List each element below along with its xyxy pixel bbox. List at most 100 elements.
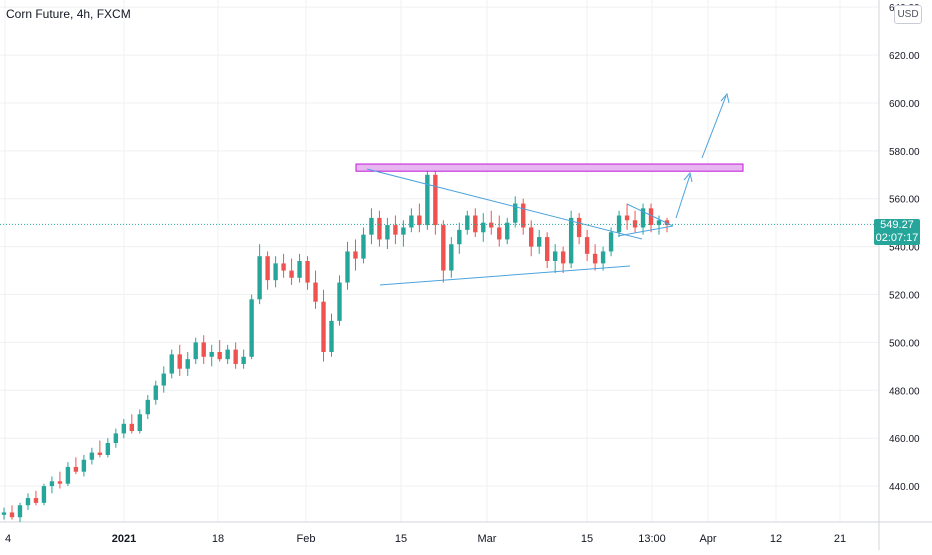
- last-price-label: 549.27: [880, 219, 914, 231]
- candle-body: [648, 208, 654, 226]
- x-tick-label: 21: [834, 533, 846, 545]
- candle-body: [608, 232, 614, 252]
- candle-body: [417, 215, 422, 226]
- candle-body: [433, 174, 438, 226]
- lower-trendline: [379, 265, 631, 286]
- y-tick-label: 600.00: [889, 99, 920, 110]
- y-tick-label: 540.00: [889, 243, 920, 254]
- candle-body: [616, 215, 622, 233]
- currency-button[interactable]: USD: [894, 5, 922, 24]
- x-tick-label: 18: [212, 533, 224, 545]
- x-tick-label: 15: [581, 533, 593, 545]
- candle-body: [177, 354, 182, 369]
- candle-body: [49, 481, 55, 487]
- candle-body: [369, 217, 374, 235]
- candle-body: [584, 237, 590, 254]
- candle-body: [377, 217, 382, 240]
- candle-body: [393, 225, 398, 235]
- candle-body: [441, 225, 446, 271]
- candle-body: [105, 442, 111, 455]
- candle-body: [217, 351, 222, 360]
- projection-arrow: [675, 174, 691, 219]
- candle-body: [521, 203, 526, 228]
- candle-body: [513, 203, 518, 223]
- candle-body: [201, 342, 206, 357]
- candle-body: [361, 234, 366, 259]
- candle-body: [640, 208, 646, 228]
- candle-body: [624, 215, 630, 221]
- projection-arrow: [701, 95, 727, 159]
- candle-body: [97, 452, 103, 455]
- candle-body: [137, 414, 142, 432]
- y-tick-label: 520.00: [889, 291, 920, 302]
- candle-body: [161, 373, 166, 386]
- candle-body: [25, 498, 31, 506]
- candle-body: [233, 349, 238, 364]
- candle-body: [169, 354, 174, 374]
- pennant-upper-line: [626, 203, 674, 227]
- candle-body: [600, 251, 606, 264]
- candle-body: [257, 256, 262, 300]
- y-tick-label: 460.00: [889, 434, 920, 445]
- candle-body: [409, 215, 414, 228]
- candle-body: [265, 256, 270, 281]
- candle-body: [273, 263, 278, 281]
- candle-body: [129, 423, 135, 432]
- candle-body: [65, 466, 71, 484]
- candle-body: [73, 466, 79, 472]
- candle-body: [481, 222, 486, 233]
- candle-body: [1, 512, 7, 515]
- candle-body: [457, 229, 462, 245]
- arrow-head-icon: [720, 92, 730, 104]
- y-tick-label: 500.00: [889, 338, 920, 349]
- candle-body: [121, 423, 127, 434]
- countdown-label: 02:07:17: [875, 232, 919, 244]
- candle-body: [568, 217, 574, 264]
- candle-body: [329, 320, 334, 352]
- x-tick-label: 2021: [112, 533, 136, 545]
- x-tick-label: Mar: [478, 533, 497, 545]
- candle-body: [473, 215, 478, 233]
- candle-body: [489, 222, 494, 228]
- candle-body: [57, 481, 63, 484]
- candle-body: [113, 433, 119, 443]
- y-tick-label: 440.00: [889, 482, 920, 493]
- candle-body: [592, 253, 598, 264]
- candle-body: [497, 227, 502, 240]
- candle-body: [560, 251, 566, 264]
- candle-body: [536, 237, 542, 247]
- candle-body: [209, 351, 214, 357]
- arrow-head-icon: [683, 171, 693, 183]
- candle-body: [241, 356, 246, 364]
- candle-body: [89, 452, 95, 460]
- x-tick-label: Apr: [699, 533, 716, 545]
- pennant-lower-line: [617, 225, 674, 237]
- candle-body: [193, 342, 198, 360]
- x-tick-label: Feb: [297, 533, 316, 545]
- candle-body: [576, 217, 582, 238]
- candle-body: [353, 251, 358, 259]
- candle-body: [289, 270, 294, 278]
- candle-body: [552, 251, 558, 261]
- candle-body: [632, 220, 638, 228]
- y-tick-label: 580.00: [889, 147, 920, 158]
- candle-body: [529, 227, 534, 247]
- candle-body: [449, 244, 454, 271]
- candle-body: [465, 215, 470, 230]
- candle-body: [321, 301, 326, 352]
- candle-body: [345, 251, 350, 283]
- candle-body: [401, 227, 406, 235]
- last-price-badge: 549.27 02:07:17: [874, 219, 920, 245]
- candle-body: [185, 359, 190, 369]
- candle-body: [145, 399, 150, 415]
- candle-body: [385, 225, 390, 240]
- candle-body: [225, 349, 230, 360]
- candle-body: [9, 512, 15, 518]
- candle-body: [33, 498, 39, 503]
- candle-body: [505, 222, 510, 240]
- x-tick-label: 15: [395, 533, 407, 545]
- resistance-zone: [355, 163, 744, 172]
- candle-body: [41, 486, 47, 503]
